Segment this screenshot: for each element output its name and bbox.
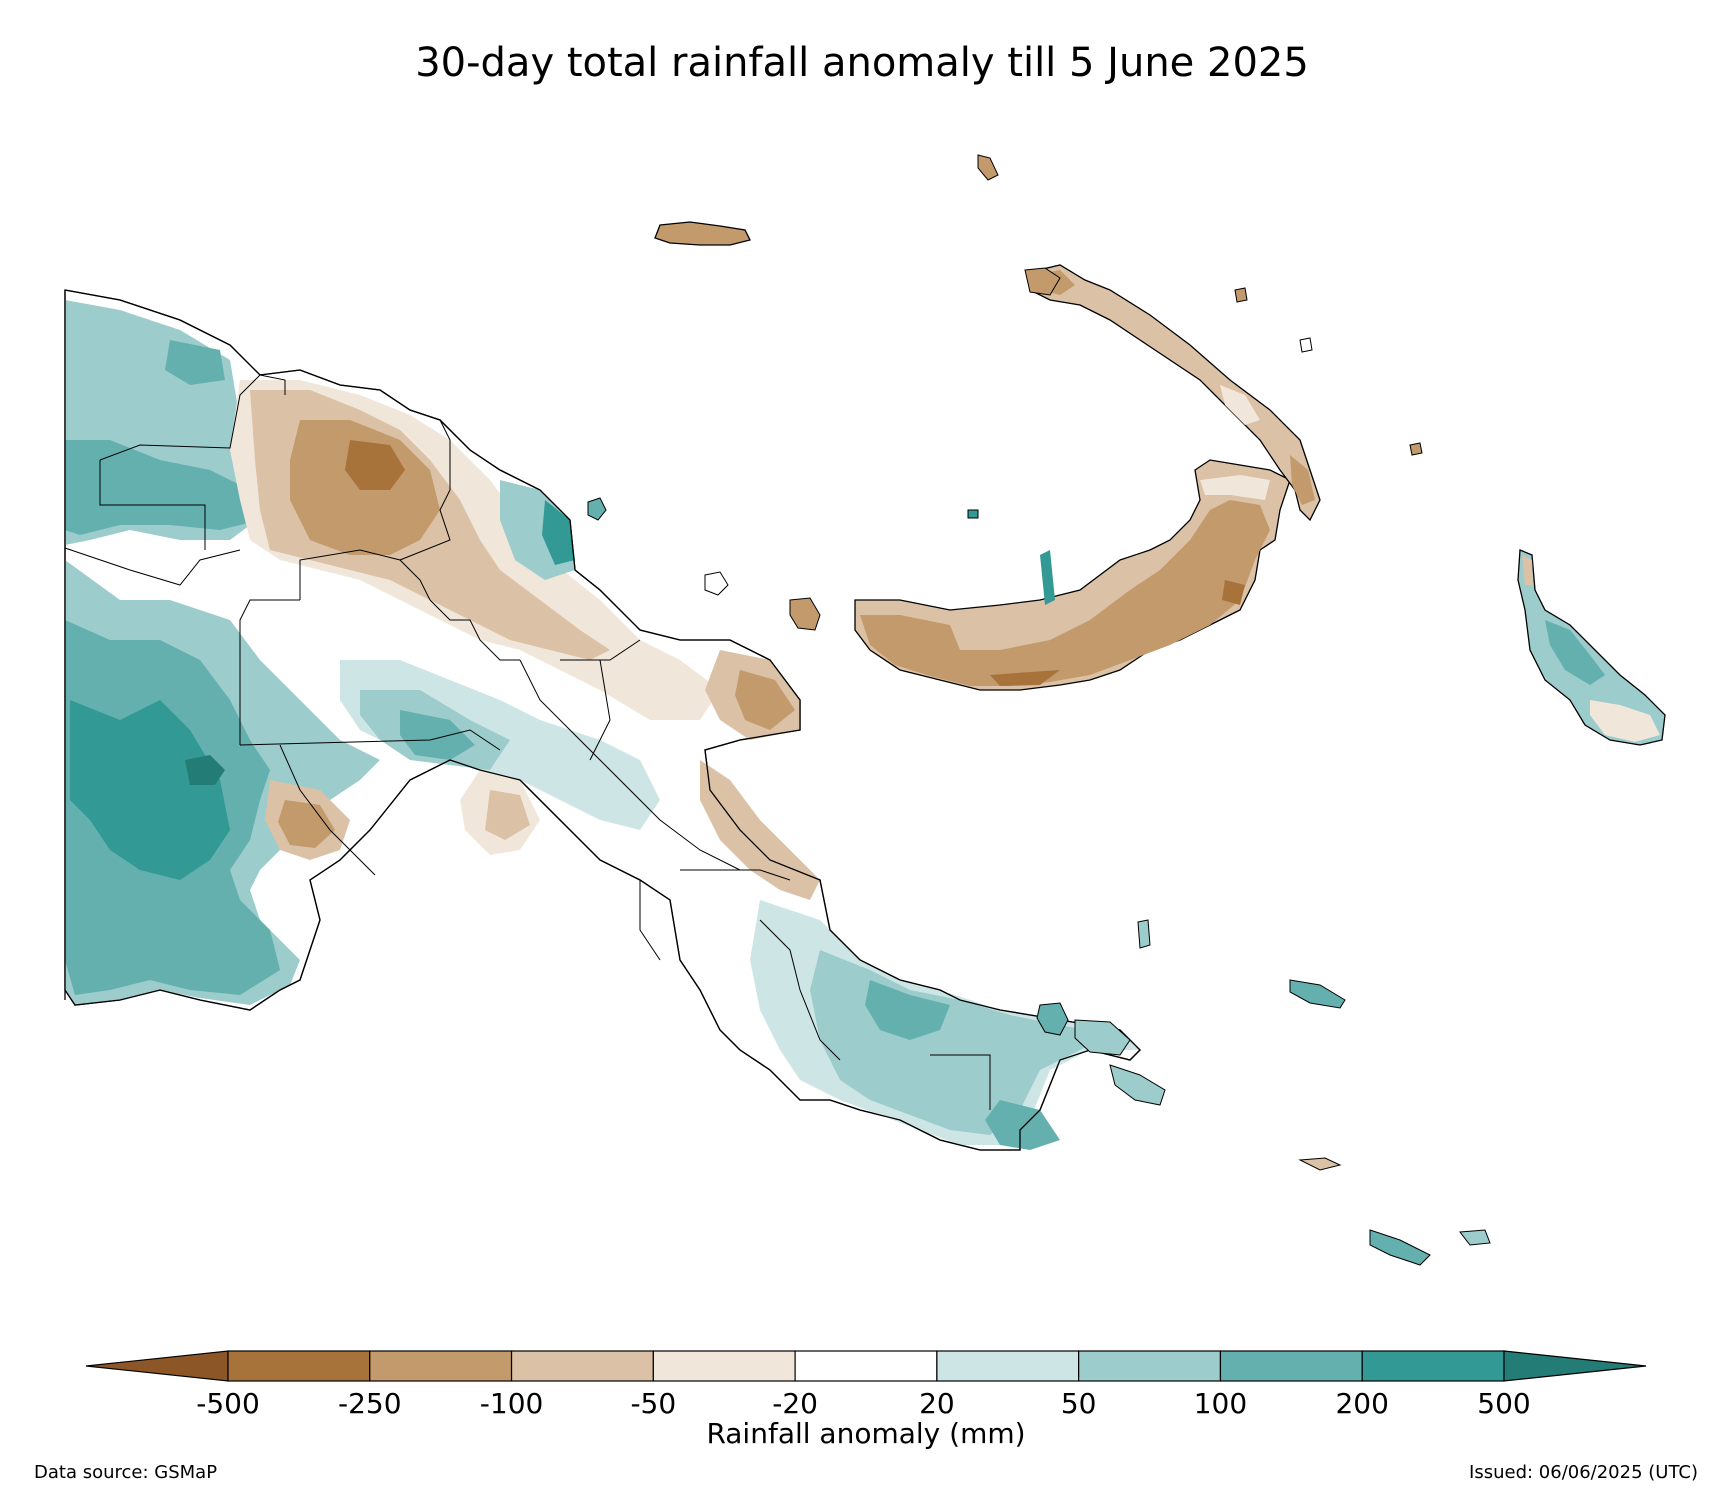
lihir-island (1234, 287, 1248, 303)
colorbar-bin (1219, 1350, 1363, 1382)
mainland-zone-minus100-250-east (735, 670, 795, 730)
new-britain-zone-minus250-500b (1222, 580, 1245, 605)
mainland-zone-minus50-100-coast (700, 760, 820, 900)
colorbar-bin (1361, 1350, 1505, 1382)
colorbar-tick-label: 200 (1335, 1387, 1388, 1420)
new-britain-zone-minus250-500 (990, 670, 1060, 686)
mainland-zone-100-200-tail (865, 980, 950, 1040)
png-mainland (64, 289, 1141, 1151)
manus-island (654, 221, 751, 246)
colorbar-bin (794, 1350, 938, 1382)
colorbar-tick-label: -100 (480, 1387, 544, 1420)
colorbar-bin (936, 1350, 1080, 1382)
mainland-zone-minus50-100-sc2 (485, 790, 530, 840)
karkar-island (587, 497, 607, 521)
mainland-zone-minus100-250-sc (278, 800, 335, 848)
new-hanover-island (1024, 267, 1061, 296)
map-area (64, 154, 1666, 1266)
new-britain-zone-minus20-50 (1200, 475, 1270, 500)
colorbar: -500 -250 -100 -50 -20 20 50 100 200 500 (85, 1350, 1647, 1420)
bougainville-island (1517, 549, 1666, 746)
colorbar-tick-label: -20 (772, 1387, 818, 1420)
colorbar-tick-label: -500 (196, 1387, 260, 1420)
mainland-zone-100-200-tail2 (985, 1100, 1060, 1150)
misima-island (1298, 1157, 1342, 1171)
manus-base (654, 221, 751, 246)
mainland-zone-100-200-nw2 (165, 340, 225, 385)
mainland-zone-200-500-sw (70, 700, 230, 880)
goodenough-island (1036, 1002, 1069, 1036)
colorbar-tick-label: -250 (338, 1387, 402, 1420)
colorbar-bin (227, 1350, 371, 1382)
mainland-zone-200-500-ne (542, 500, 575, 565)
colorbar-bin (652, 1350, 796, 1382)
colorbar-bin (369, 1350, 513, 1382)
feni-island (1409, 442, 1423, 456)
tabar-island (1299, 337, 1313, 353)
colorbar-tick-label: 100 (1194, 1387, 1247, 1420)
new-ireland-zone-minus100-250b (1290, 455, 1315, 505)
new-ireland-zone-minus20-50 (1220, 385, 1260, 425)
new-britain-zone-200-500 (1040, 550, 1055, 605)
mainland-zone-100-200-nw (65, 440, 260, 535)
colorbar-extend-low (85, 1350, 229, 1382)
colorbar-tick-label: -50 (630, 1387, 676, 1420)
bougainville-zone-minus20-50 (1590, 700, 1660, 742)
umboi-island (704, 571, 729, 596)
se-islands (1036, 919, 1491, 1266)
bougainville-zone-minus50-100 (1522, 555, 1533, 585)
province-boundaries (64, 374, 991, 1110)
colorbar-extend-high (1503, 1350, 1647, 1382)
figure-title: 30-day total rainfall anomaly till 5 Jun… (415, 40, 1309, 86)
new-britain-island (854, 459, 1291, 691)
colorbar-label: Rainfall anomaly (mm) (706, 1417, 1025, 1450)
normanby-island (1109, 1064, 1166, 1106)
mainland-zone-500plus-sw (185, 755, 225, 785)
mainland-zone-100-200-central (400, 710, 475, 760)
colorbar-tick-label: 20 (919, 1387, 955, 1420)
bougainville-zone-100-200 (1545, 620, 1605, 685)
colorbar-tick-label: 50 (1061, 1387, 1097, 1420)
trobriand-island (1137, 919, 1151, 949)
small-islands (587, 154, 1423, 631)
colorbar-bin (1078, 1350, 1222, 1382)
bougainville-base (1517, 549, 1666, 746)
tagula-island (1369, 1229, 1431, 1266)
issued-text: Issued: 06/06/2025 (UTC) (1469, 1462, 1698, 1483)
colorbar-tick-label: 500 (1477, 1387, 1530, 1420)
rossel-island (1459, 1229, 1491, 1246)
new-britain-zone-minus100-250 (860, 500, 1270, 686)
duke-of-york-island (967, 509, 979, 519)
colorbar-bin (510, 1350, 654, 1382)
mainland-zone-minus250-500-nc (345, 440, 405, 490)
fergusson-island (1074, 1019, 1131, 1056)
data-source-text: Data source: GSMaP (34, 1462, 217, 1483)
mainland-coastline (64, 289, 1141, 1151)
long-island (789, 597, 821, 631)
woodlark-island (1289, 979, 1346, 1009)
mussau-island (977, 154, 999, 181)
